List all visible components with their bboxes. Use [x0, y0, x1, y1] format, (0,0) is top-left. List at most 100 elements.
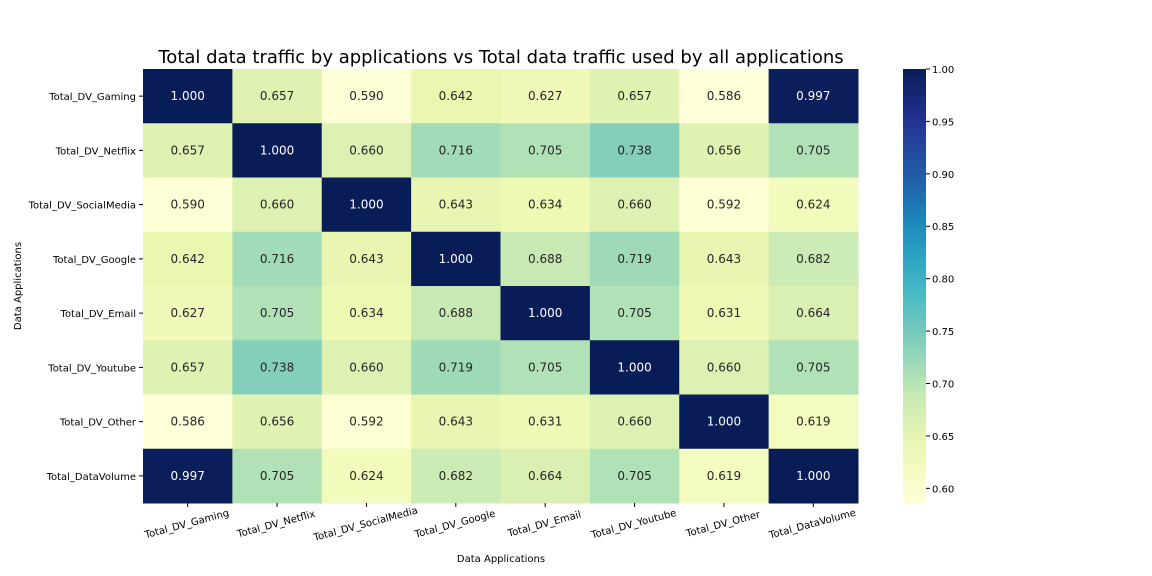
heatmap-cell — [321, 177, 412, 233]
x-tick-label: Total_DV_Youtube — [589, 508, 678, 542]
colorbar-tick-label: 0.60 — [932, 484, 954, 495]
cell-value-label: 0.738 — [260, 360, 294, 374]
cell-value-label: 0.627 — [171, 306, 205, 320]
heatmap-cell — [500, 394, 591, 450]
cell-value-label: 1.000 — [617, 360, 651, 374]
heatmap-cell — [321, 286, 412, 341]
heatmap-cell — [679, 123, 770, 178]
heatmap-cell — [768, 69, 859, 124]
cell-value-label: 1.000 — [171, 89, 205, 103]
colorbar-tick-label: 0.65 — [932, 432, 954, 443]
cell-value-label: 0.657 — [171, 360, 205, 374]
colorbar-ticks: 0.60 0.65 0.70 0.75 0.80 0.85 0.90 0.95 1.00 — [926, 65, 954, 495]
heatmap-cell — [679, 448, 770, 504]
colorbar-tick-label: 0.90 — [932, 170, 954, 181]
cell-value-label: 0.643 — [707, 252, 741, 266]
heatmap-cell — [232, 340, 323, 395]
heatmap-cell — [411, 394, 501, 450]
cell-value-label: 0.619 — [707, 469, 741, 483]
heatmap-cell — [143, 177, 233, 233]
heatmap-cell — [768, 340, 859, 395]
y-tick-label: Total_DV_Youtube — [47, 363, 136, 374]
heatmap-cell — [500, 448, 591, 504]
heatmap-cell — [589, 231, 680, 287]
colorbar-tick-label: 0.75 — [932, 327, 954, 338]
heatmap-cell — [232, 286, 323, 341]
heatmap-cell — [411, 340, 501, 395]
cell-value-label: 0.643 — [349, 252, 383, 266]
x-tick-label: Total_DV_Gaming — [143, 508, 231, 541]
heatmap-cell — [143, 340, 233, 395]
heatmap-cell — [321, 394, 412, 450]
x-tick-label: Total_DV_Netflix — [235, 509, 316, 541]
cell-value-label: 1.000 — [796, 469, 830, 483]
y-tick-label: Total_DV_Other — [59, 418, 137, 429]
heatmap-cell — [768, 177, 859, 233]
heatmap-cell — [143, 69, 233, 124]
cell-value-label: 0.634 — [349, 306, 383, 320]
cell-value-label: 0.657 — [617, 89, 651, 103]
heatmap-cell — [411, 231, 501, 287]
cell-value-label: 1.000 — [260, 143, 294, 157]
cell-value-label: 0.642 — [439, 89, 473, 103]
heatmap-cell — [321, 123, 412, 178]
cell-value-label: 0.656 — [707, 143, 741, 157]
cell-value-label: 0.631 — [528, 415, 562, 429]
cell-value-label: 0.719 — [617, 252, 651, 266]
cell-value-label: 0.688 — [528, 252, 562, 266]
cell-value-label: 0.627 — [528, 89, 562, 103]
cell-value-label: 0.642 — [171, 252, 205, 266]
cell-value-label: 0.660 — [349, 360, 383, 374]
heatmap-cell — [768, 123, 859, 178]
heatmap-cell — [679, 340, 770, 395]
colorbar-tick-label: 1.00 — [932, 65, 954, 76]
heatmap-cell — [768, 231, 859, 287]
cell-value-label: 0.719 — [439, 360, 473, 374]
heatmap-cell — [411, 286, 501, 341]
cell-value-label: 0.660 — [617, 198, 651, 212]
heatmap-cell — [589, 123, 680, 178]
y-tick-labels: Total_DV_Gaming Total_DV_Netflix Total_DV_… — [28, 92, 143, 483]
heatmap-cell — [589, 286, 680, 341]
cell-value-label: 0.592 — [707, 198, 741, 212]
cell-value-label: 0.664 — [528, 469, 562, 483]
cell-value-label: 0.592 — [349, 415, 383, 429]
heatmap-cell — [500, 340, 591, 395]
cell-value-label: 0.664 — [796, 306, 830, 320]
heatmap-cell — [321, 340, 412, 395]
heatmap-cell — [679, 394, 770, 450]
cell-value-label: 0.634 — [528, 198, 562, 212]
cell-value-label: 0.590 — [349, 89, 383, 103]
cell-value-label: 0.656 — [260, 415, 294, 429]
heatmap-cell — [411, 123, 501, 178]
heatmap-cell — [500, 177, 591, 233]
heatmap-cell — [321, 448, 412, 504]
heatmap-cell — [500, 286, 591, 341]
heatmap-cell — [411, 69, 501, 124]
cell-value-label: 0.997 — [796, 89, 830, 103]
x-tick-label: Total_DV_Google — [413, 509, 497, 541]
cell-value-label: 0.738 — [617, 143, 651, 157]
cell-value-label: 0.716 — [260, 252, 294, 266]
heatmap-cell — [589, 340, 680, 395]
cell-value-label: 0.997 — [171, 469, 205, 483]
heatmap-cell — [143, 448, 233, 504]
heatmap-cell — [679, 286, 770, 341]
x-tick-labels: Total_DV_Gaming Total_DV_Netflix Total_DV_… — [143, 503, 857, 544]
cell-value-label: 1.000 — [528, 306, 562, 320]
cell-value-label: 0.643 — [439, 198, 473, 212]
heatmap-cell — [232, 448, 323, 504]
heatmap-cell — [411, 177, 501, 233]
cell-value-label: 0.586 — [707, 89, 741, 103]
cell-value-label: 0.660 — [349, 143, 383, 157]
heatmap-cell — [500, 69, 591, 124]
colorbar-tick-label: 0.85 — [932, 222, 954, 233]
cell-value-label: 1.000 — [707, 415, 741, 429]
colorbar-tick-label: 0.80 — [932, 275, 954, 286]
heatmap-cell — [589, 394, 680, 450]
heatmap-cell — [232, 69, 323, 124]
heatmap-cell — [679, 69, 770, 124]
heatmap-cell — [768, 394, 859, 450]
heatmap-cell — [143, 394, 233, 450]
cell-value-label: 0.682 — [439, 469, 473, 483]
